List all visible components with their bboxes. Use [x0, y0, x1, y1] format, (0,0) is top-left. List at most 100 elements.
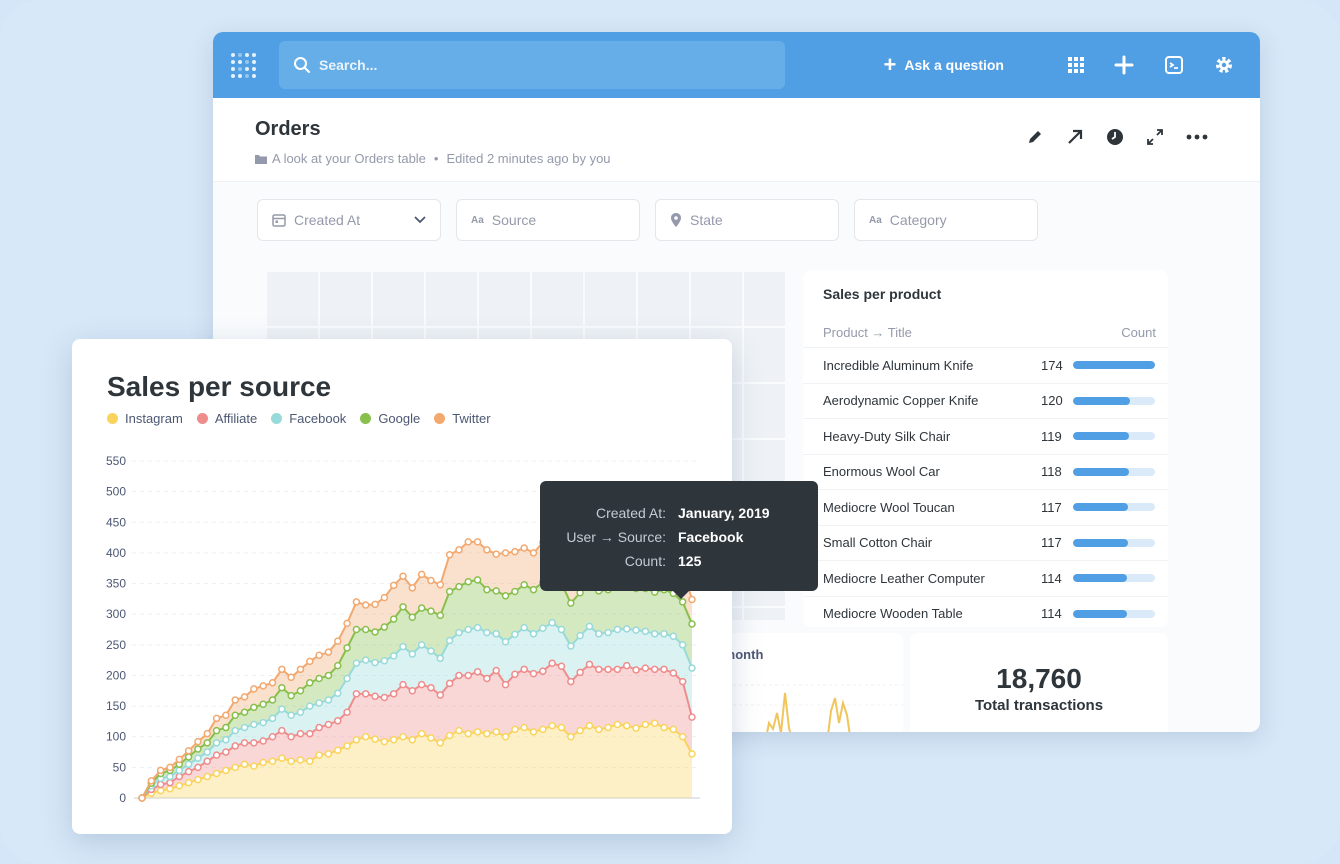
data-point — [287, 732, 295, 741]
y-tick-label: 300 — [106, 607, 126, 621]
data-point — [240, 760, 249, 769]
data-point — [380, 737, 389, 746]
metabase-logo-icon[interactable] — [231, 51, 259, 79]
filter-created-at[interactable]: Created At — [257, 199, 441, 241]
filter-source[interactable]: Aa Source — [456, 199, 640, 241]
grid-apps-icon[interactable] — [1068, 57, 1084, 73]
table-row[interactable]: Heavy-Duty Silk Chair 119 — [803, 419, 1168, 455]
data-point — [585, 622, 594, 631]
data-point — [473, 668, 482, 676]
column-header-product[interactable]: Product → Title — [823, 325, 912, 340]
data-point — [184, 747, 193, 755]
data-point — [343, 644, 351, 652]
data-point — [567, 599, 575, 607]
table-row[interactable]: Small Cotton Chair 117 — [803, 526, 1168, 561]
data-point — [296, 756, 305, 764]
data-point — [501, 549, 510, 557]
data-point — [678, 732, 687, 741]
data-point — [417, 570, 426, 579]
text-icon: Aa — [471, 214, 484, 226]
more-options-icon[interactable] — [1186, 134, 1208, 140]
legend-item[interactable]: Twitter — [434, 411, 491, 426]
y-tick-label: 350 — [106, 577, 126, 591]
data-point — [455, 628, 463, 637]
data-point — [539, 624, 547, 633]
data-point — [622, 661, 631, 670]
legend-dot — [271, 413, 283, 424]
filter-category[interactable]: Aa Category — [854, 199, 1038, 241]
legend-item[interactable]: Facebook — [271, 411, 346, 426]
data-point — [166, 778, 174, 787]
filter-state[interactable]: State — [655, 199, 839, 241]
pencil-edit-icon[interactable] — [1026, 128, 1044, 146]
data-point — [492, 728, 500, 736]
data-point — [334, 746, 342, 754]
data-point — [585, 721, 594, 730]
chart-legend: Instagram Affiliate Facebook Google Twitter — [107, 411, 505, 426]
data-point — [557, 625, 566, 634]
data-point — [399, 642, 407, 651]
data-point — [268, 696, 277, 704]
data-point — [622, 721, 631, 730]
data-point — [231, 711, 239, 720]
data-point — [278, 683, 286, 692]
clock-history-icon[interactable] — [1106, 128, 1124, 146]
product-count: 117 — [1041, 499, 1062, 515]
sql-editor-icon[interactable] — [1164, 55, 1184, 75]
text-icon: Aa — [869, 214, 882, 226]
search-input[interactable] — [319, 57, 719, 73]
table-row[interactable]: Enormous Wool Car 118 — [803, 455, 1168, 490]
data-point — [408, 736, 417, 744]
fullscreen-expand-icon[interactable] — [1146, 128, 1164, 146]
table-row[interactable]: Mediocre Leather Computer 114 — [803, 561, 1168, 597]
collection-link[interactable]: A look at your Orders table — [272, 151, 426, 166]
y-tick-label: 400 — [106, 546, 126, 560]
data-point — [399, 680, 407, 689]
legend-item[interactable]: Instagram — [107, 411, 183, 426]
table-row[interactable]: Incredible Aluminum Knife 174 — [803, 348, 1168, 384]
data-point — [464, 577, 473, 586]
edited-info[interactable]: Edited 2 minutes ago by you — [446, 151, 611, 166]
data-point — [595, 665, 603, 674]
data-point — [417, 604, 426, 612]
tooltip-key: Count: — [624, 553, 666, 569]
data-point — [324, 750, 333, 758]
table-row[interactable]: Mediocre Wool Toucan 117 — [803, 490, 1168, 526]
count-bar-fill — [1073, 467, 1129, 476]
data-point — [613, 665, 622, 674]
data-point — [632, 666, 640, 674]
data-point — [231, 726, 239, 735]
tooltip-key: Created At: — [595, 505, 666, 521]
data-point — [268, 679, 277, 687]
product-title: Aerodynamic Copper Knife — [823, 393, 979, 409]
share-arrow-icon[interactable] — [1066, 128, 1084, 146]
legend-item[interactable]: Google — [360, 411, 420, 426]
data-point — [361, 690, 370, 698]
legend-item[interactable]: Affiliate — [196, 411, 257, 426]
count-bar-fill — [1073, 432, 1130, 441]
data-point — [278, 726, 286, 735]
legend-dot — [360, 413, 372, 424]
product-title: Enormous Wool Car — [823, 464, 940, 480]
data-point — [613, 625, 622, 634]
tooltip-row: User → Source: Facebook — [540, 525, 818, 549]
column-header-count[interactable]: Count — [1121, 325, 1156, 340]
data-point — [156, 786, 165, 795]
data-point — [436, 581, 445, 589]
count-bar — [1073, 396, 1155, 405]
data-point — [650, 630, 659, 638]
table-row[interactable]: Mediocre Wooden Table 114 — [803, 597, 1168, 628]
search-bar[interactable] — [279, 41, 785, 89]
data-point — [334, 637, 342, 645]
y-tick-label: 150 — [106, 699, 126, 713]
sales-per-month-card: r month — [715, 633, 903, 732]
data-point — [520, 723, 528, 732]
new-plus-icon[interactable] — [1114, 55, 1134, 75]
gear-icon[interactable] — [1214, 55, 1234, 75]
data-point — [250, 720, 258, 729]
data-point — [641, 720, 650, 729]
data-point — [473, 576, 482, 584]
table-row[interactable]: Aerodynamic Copper Knife 120 — [803, 384, 1168, 419]
ask-question-button[interactable]: + Ask a question — [884, 54, 1004, 76]
tooltip-caret — [673, 591, 689, 599]
